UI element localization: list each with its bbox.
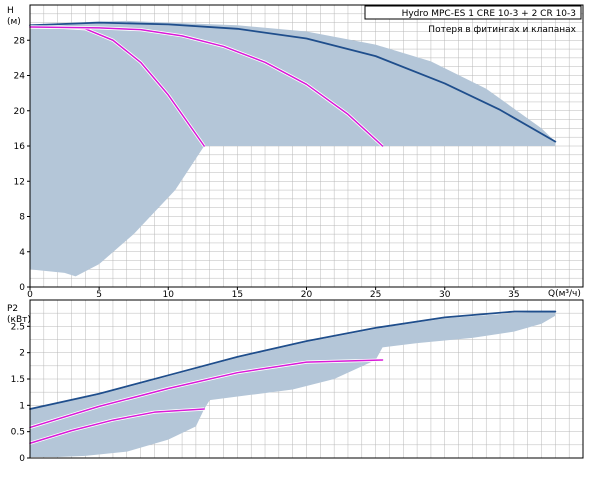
head-curves (29, 21, 557, 148)
legend-title: Hydro MPC-ES 1 CRE 10-3 + 2 CR 10-3 (402, 9, 576, 19)
head-y-tick-label: 24 (14, 72, 26, 82)
head-y-tick-label: 20 (14, 107, 26, 117)
power-y-tick-label: 2.5 (11, 322, 25, 332)
legend-box (364, 5, 582, 20)
head-frame (29, 4, 584, 288)
legend: Hydro MPC-ES 1 CRE 10-3 + 2 CR 10-3 Поте… (364, 5, 582, 35)
head-x-tick-label: 35 (508, 290, 519, 300)
head-ylabel-line1: H (7, 6, 14, 16)
power-curves (29, 310, 557, 445)
head-xlabel: Q(м³/ч) (548, 289, 581, 299)
power-y-tick-label: 1 (19, 401, 25, 411)
power-y-tick-label: 1.5 (11, 375, 25, 385)
head-y-tick-label: 28 (14, 36, 26, 46)
head-x-tick-label: 15 (232, 290, 243, 300)
power-curve_1-line (29, 408, 205, 445)
head-x-tick-label: 10 (163, 290, 175, 300)
power-ylabel-line1: P2 (7, 304, 18, 314)
head-ylabel-line2: (м) (7, 17, 21, 27)
head-x-tick-label: 5 (96, 290, 102, 300)
head-y-tick-label: 8 (19, 213, 25, 223)
power-y-tick-label: 0.5 (11, 428, 25, 438)
power-y-tick-label: 0 (19, 454, 25, 464)
power-curve_2-line (29, 359, 384, 429)
power-operating-area (30, 311, 556, 457)
head-x-tick-label: 30 (439, 290, 451, 300)
head-x-ticks: 0 5 10 15 20 25 30 35 (27, 287, 520, 300)
head-chart: H (м) 0 4 8 12 16 20 24 28 0 5 10 15 20 25 30 35 Q(м³/… (7, 4, 584, 300)
head-y-tick-label: 16 (14, 142, 26, 152)
legend-subtitle: Потеря в фитингах и клапанах (428, 25, 576, 35)
head-y-tick-label: 12 (14, 177, 25, 187)
power-ylabel-line2: (кВт) (7, 315, 31, 325)
power-max-line (29, 310, 557, 410)
head-curve_2-line (29, 26, 384, 147)
power-frame (29, 299, 584, 459)
head-x-tick-label: 25 (370, 290, 381, 300)
power-y-ticks: 0 0.5 1 1.5 2 2.5 (11, 322, 30, 464)
head-y-ticks: 0 4 8 12 16 20 24 28 (14, 36, 30, 293)
head-max-line (29, 21, 557, 143)
head-x-tick-label: 0 (27, 290, 33, 300)
head-x-tick-label: 20 (301, 290, 313, 300)
power-chart: P2 (кВт) 0 0.5 1 1.5 2 2.5 (7, 299, 584, 464)
power-y-tick-label: 2 (19, 349, 25, 359)
head-y-tick-label: 0 (19, 283, 25, 293)
head-y-tick-label: 4 (19, 248, 25, 258)
power-operating-area-shape (30, 311, 556, 457)
